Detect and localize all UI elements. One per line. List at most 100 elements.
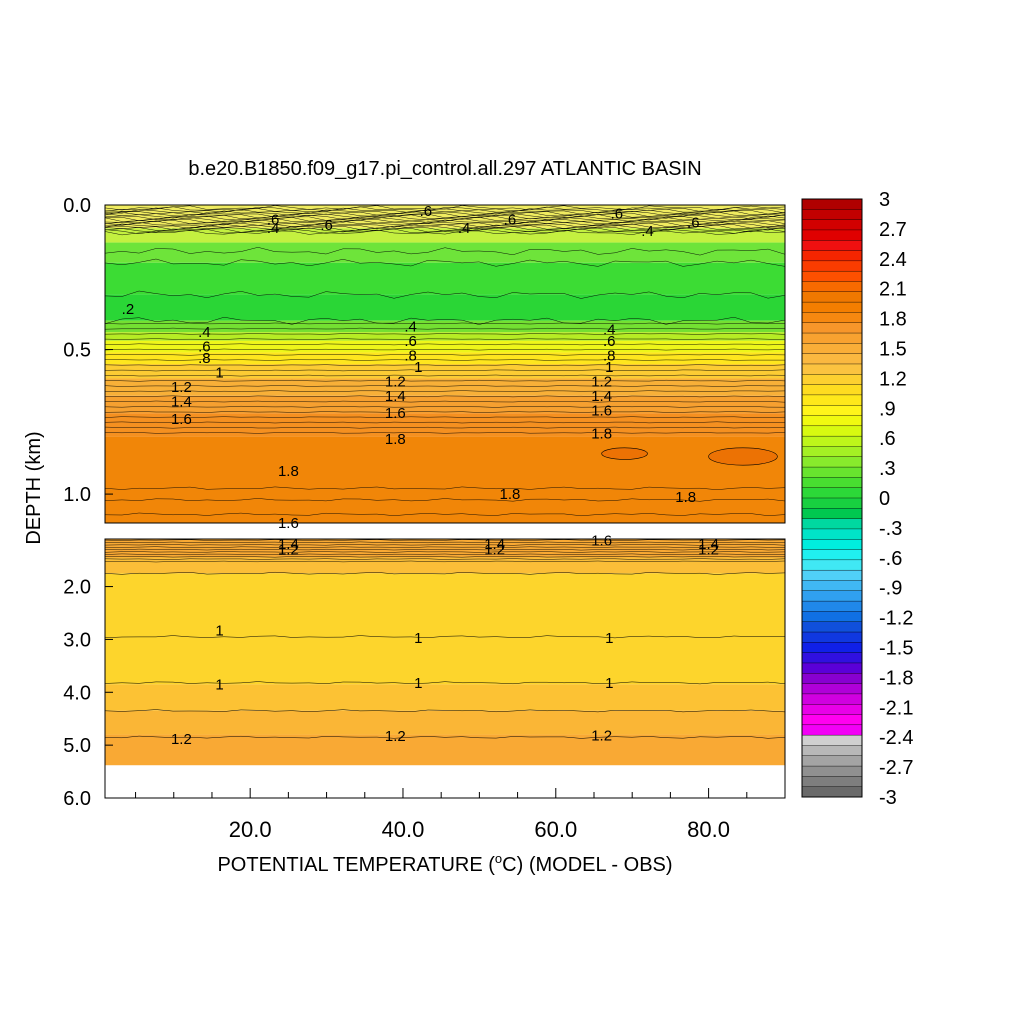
colorbar-box [801,683,863,695]
upper-band [105,242,785,263]
contour-line [104,556,785,558]
colorbar-box [801,291,863,303]
colorbar-label: 0 [879,488,890,510]
contour-line [104,316,786,325]
contour-label: .6 [198,339,211,356]
contour-line [104,709,786,713]
colorbar-box [801,446,863,458]
contour-line [104,395,786,398]
contour-label: 1.2 [171,379,192,396]
contour-line [104,229,786,236]
colorbar-box [801,776,863,788]
colorbar-box [801,477,863,489]
contour-label: .4 [641,223,654,240]
y-tick-label: 3.0 [63,629,91,651]
lower-band [105,734,785,766]
contour-line [104,432,786,434]
colorbar-box [801,497,863,509]
contour-label: 1.6 [171,411,192,428]
contour-label: 1.2 [591,373,612,390]
upper-band [105,262,785,295]
contour-label: .6 [611,206,624,223]
contour-line [104,421,786,424]
contour-label: .2 [122,301,135,318]
colorbar-box [801,363,863,375]
contour-line [104,426,786,429]
colorbar-box [801,652,863,664]
contour-line [104,560,786,563]
colorbar-box [801,435,863,447]
x-axis-label: POTENTIAL TEMPERATURE (oC) (MODEL - OBS) [217,851,672,876]
contour-label: 1.8 [591,425,612,442]
colorbar-label: -1.8 [879,667,913,689]
contour-label: 1.4 [698,536,719,553]
contour-line [104,374,786,377]
contour-label: .4 [404,318,417,335]
contour-label: 1 [605,675,613,692]
contour-line [104,333,786,335]
colorbar-label: .6 [879,428,896,450]
y-tick-label: 6.0 [63,788,91,810]
x-tick-label: 80.0 [687,817,730,842]
contour-line [104,411,786,413]
contour-line [104,211,786,218]
upper-band [105,436,785,523]
contour-label: .6 [267,211,280,228]
x-axis-label-degree: o [495,851,502,866]
colorbar-label: -.3 [879,518,902,540]
contour-label: 1.6 [591,533,612,550]
colorbar-box [801,353,863,365]
colorbar-box [801,466,863,478]
colorbar-box [801,724,863,736]
contour-line [104,359,785,361]
colorbar-box [801,301,863,313]
colorbar-box [801,425,863,437]
colorbar-label: .9 [879,398,896,420]
contour-line [104,219,786,226]
colorbar-box [801,260,863,272]
y-tick-label: 0.5 [63,340,91,362]
contour-line [104,416,786,418]
contour-label: .6 [603,333,616,350]
colorbar-box [801,755,863,767]
y-tick-label: 2.0 [63,577,91,599]
colorbar-box [801,642,863,654]
contour-line [104,338,786,340]
lower-band [105,573,785,685]
contour-label: 1.6 [591,402,612,419]
contour-line [104,551,786,553]
contour-line [104,258,786,267]
contour-label: .8 [404,347,417,364]
colorbar-box [801,508,863,520]
contour-line [104,225,786,232]
colorbar-box [801,343,863,355]
colorbar-label: -.9 [879,578,902,600]
x-axis-label-main: POTENTIAL TEMPERATURE ( [217,854,495,876]
contour-line [104,390,786,392]
contour-label: 1.4 [278,536,299,553]
contour-line [105,400,786,403]
max-patch [601,447,648,460]
colorbar-label: -1.5 [879,638,913,660]
contour-line [104,212,786,219]
contour-label: 1.4 [591,388,612,405]
colorbar-box [801,693,863,705]
x-axis-label-tail: C) (MODEL - OBS) [502,854,672,876]
contour-label: 1 [414,630,422,647]
contour-line [104,385,785,387]
colorbar-label: 2.4 [879,249,907,271]
colorbar-box [801,559,863,571]
contour-label: 1.2 [278,542,299,559]
contour-label: 1 [605,359,613,376]
contour-line [104,546,786,548]
colorbar-label: -.6 [879,548,902,570]
colorbar-box [801,580,863,592]
colorbar-label: 3 [879,189,890,211]
contour-line [104,224,786,231]
contour-label: .4 [603,321,616,338]
contour-line [104,571,786,575]
colorbar-box [801,332,863,344]
colorbar-box [801,374,863,386]
colorbar-box [801,394,863,406]
chart-title: b.e20.B1850.f09_g17.pi_control.all.297 A… [188,158,701,180]
